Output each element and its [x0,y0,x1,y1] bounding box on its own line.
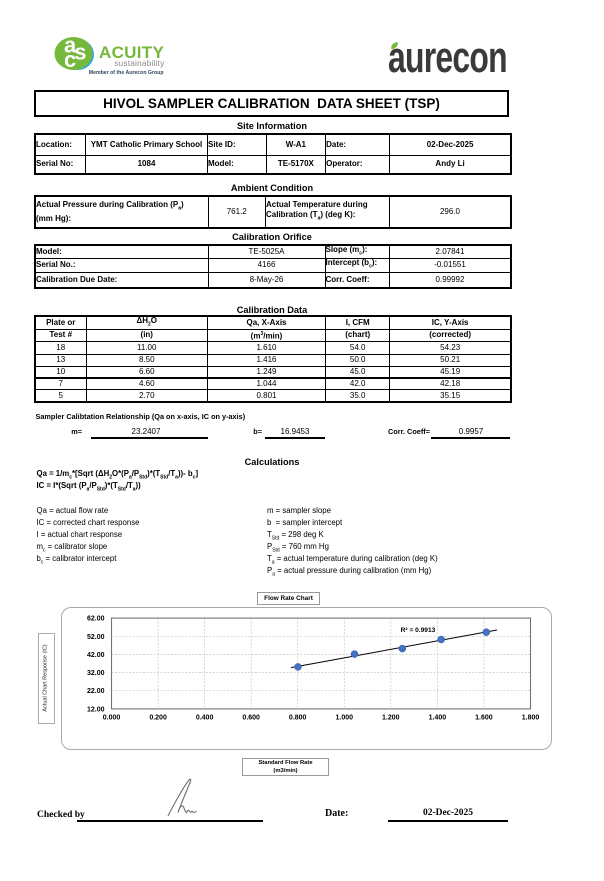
svg-text:0.400: 0.400 [196,715,214,722]
svg-text:R² = 0.9913: R² = 0.9913 [401,627,436,634]
svg-text:22.00: 22.00 [87,688,105,695]
svg-text:c: c [64,47,76,72]
svg-text:32.00: 32.00 [87,670,105,677]
svg-text:62.00: 62.00 [87,616,105,623]
svg-text:0.600: 0.600 [242,715,260,722]
svg-text:0.200: 0.200 [149,715,167,722]
svg-text:1.000: 1.000 [336,715,354,722]
svg-text:12.00: 12.00 [87,706,105,713]
svg-text:1.800: 1.800 [522,715,540,722]
svg-text:1.600: 1.600 [475,715,493,722]
svg-text:52.00: 52.00 [87,634,105,641]
svg-text:42.00: 42.00 [87,652,105,659]
svg-text:1.200: 1.200 [382,715,400,722]
svg-text:a: a [64,33,77,58]
svg-text:s: s [74,40,86,65]
svg-text:0.000: 0.000 [103,715,121,722]
svg-text:0.800: 0.800 [289,715,307,722]
svg-text:1.400: 1.400 [429,715,447,722]
